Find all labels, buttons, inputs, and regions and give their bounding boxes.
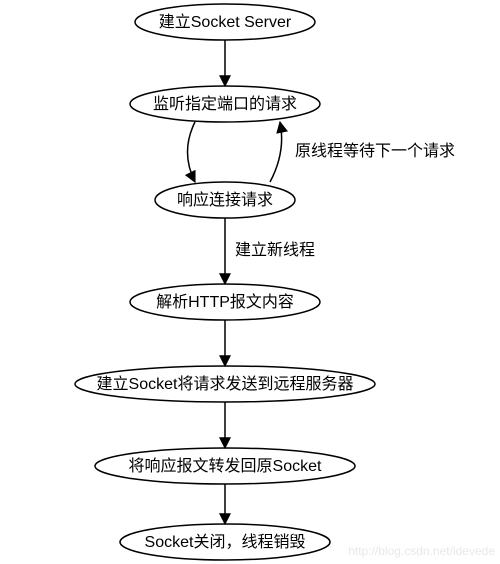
flow-node: 将响应报文转发回原Socket [95,448,355,484]
watermark: http://blog.csdn.net/idevede [348,544,495,558]
edge-label: 原线程等待下一个请求 [295,142,455,160]
node-label: 建立Socket将请求发送到远程服务器 [97,375,354,393]
node-label: 建立Socket Server [159,13,292,31]
node-label: 将响应报文转发回原Socket [129,456,322,475]
node-label: 响应连接请求 [177,190,273,209]
flow-edge [188,122,196,182]
node-label: 监听指定端口的请求 [153,95,297,113]
flow-node: 监听指定端口的请求 [130,86,320,122]
edge-label: 建立新线程 [235,241,315,259]
node-label: 解析HTTP报文内容 [156,293,294,311]
flow-node: 建立Socket将请求发送到远程服务器 [75,366,375,402]
flow-node: 解析HTTP报文内容 [130,284,320,320]
flowchart-canvas: 原线程等待下一个请求建立新线程 建立Socket Server 监听指定端口的请求… [0,0,500,564]
flow-node: Socket关闭，线程销毁 [120,524,330,560]
flow-edge [270,122,282,182]
flow-node: 建立Socket Server [135,4,315,40]
flow-node: 响应连接请求 [155,182,295,218]
node-label: Socket关闭，线程销毁 [145,533,306,551]
